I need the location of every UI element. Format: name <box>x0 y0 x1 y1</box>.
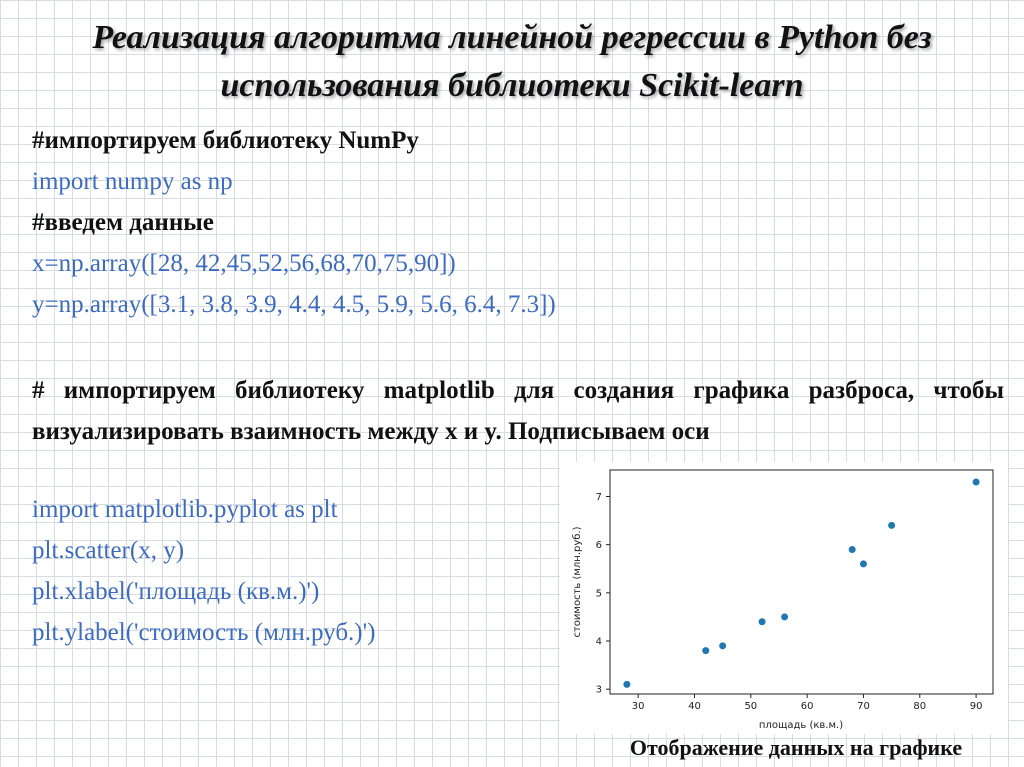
code-line: #введем данные <box>32 209 214 236</box>
data-point <box>859 560 867 568</box>
scatter-plot-figure: 30 40 50 60 70 80 90 3 4 5 6 7 площадь (кв.м.) сто… <box>560 462 1008 734</box>
code-line: plt.xlabel('площадь (кв.м.)') <box>32 578 320 605</box>
x-axis-label: площадь (кв.м.) <box>759 720 843 731</box>
y-tick-label: 7 <box>596 492 602 503</box>
code-line: plt.scatter(x, y) <box>32 537 185 564</box>
x-tick-label: 80 <box>913 701 926 712</box>
plot-frame <box>609 469 994 695</box>
data-point <box>702 647 710 655</box>
code-line: x=np.array([28, 42,45,52,56,68,70,75,90]… <box>32 250 456 277</box>
y-axis-label: стоимость (млн.руб.) <box>572 526 583 637</box>
code-line: import numpy as np <box>32 168 233 195</box>
data-point <box>888 521 896 529</box>
y-tick-label: 3 <box>596 685 602 696</box>
y-tick-label: 6 <box>596 540 602 551</box>
y-tick-label: 5 <box>596 588 602 599</box>
title-line-1: Реализация алгоритма линейной регрессии … <box>92 19 932 56</box>
code-line: y=np.array([3.1, 3.8, 3.9, 4.4, 4.5, 5.9… <box>32 291 556 318</box>
x-tick-label: 40 <box>688 701 701 712</box>
data-point <box>719 642 727 650</box>
data-point <box>848 545 856 553</box>
title-line-2: использования библиотеки Scikit-learn <box>220 67 804 104</box>
explanation-paragraph: # импортируем библиотеку matplotlib для … <box>32 377 1004 445</box>
slide-title: Реализация алгоритма линейной регрессии … <box>10 14 1014 110</box>
x-tick-label: 50 <box>744 701 757 712</box>
code-line: import matplotlib.pyplot as plt <box>32 496 338 523</box>
x-tick-label: 30 <box>632 701 645 712</box>
y-tick-label: 4 <box>596 637 602 648</box>
x-tick-label: 90 <box>970 701 983 712</box>
data-point <box>972 478 980 486</box>
x-tick-label: 70 <box>857 701 870 712</box>
scatter-plot: 30 40 50 60 70 80 90 3 4 5 6 7 площадь (кв.м.) сто… <box>572 469 994 731</box>
code-line: #импортируем библиотеку NumPy <box>32 127 419 154</box>
data-point <box>781 613 789 621</box>
data-point <box>758 618 766 626</box>
data-point <box>623 680 631 688</box>
chart-caption: Отображение данных на графике <box>629 735 963 760</box>
code-line: plt.ylabel('стоимость (млн.руб.)') <box>32 619 376 646</box>
x-tick-label: 60 <box>801 701 814 712</box>
